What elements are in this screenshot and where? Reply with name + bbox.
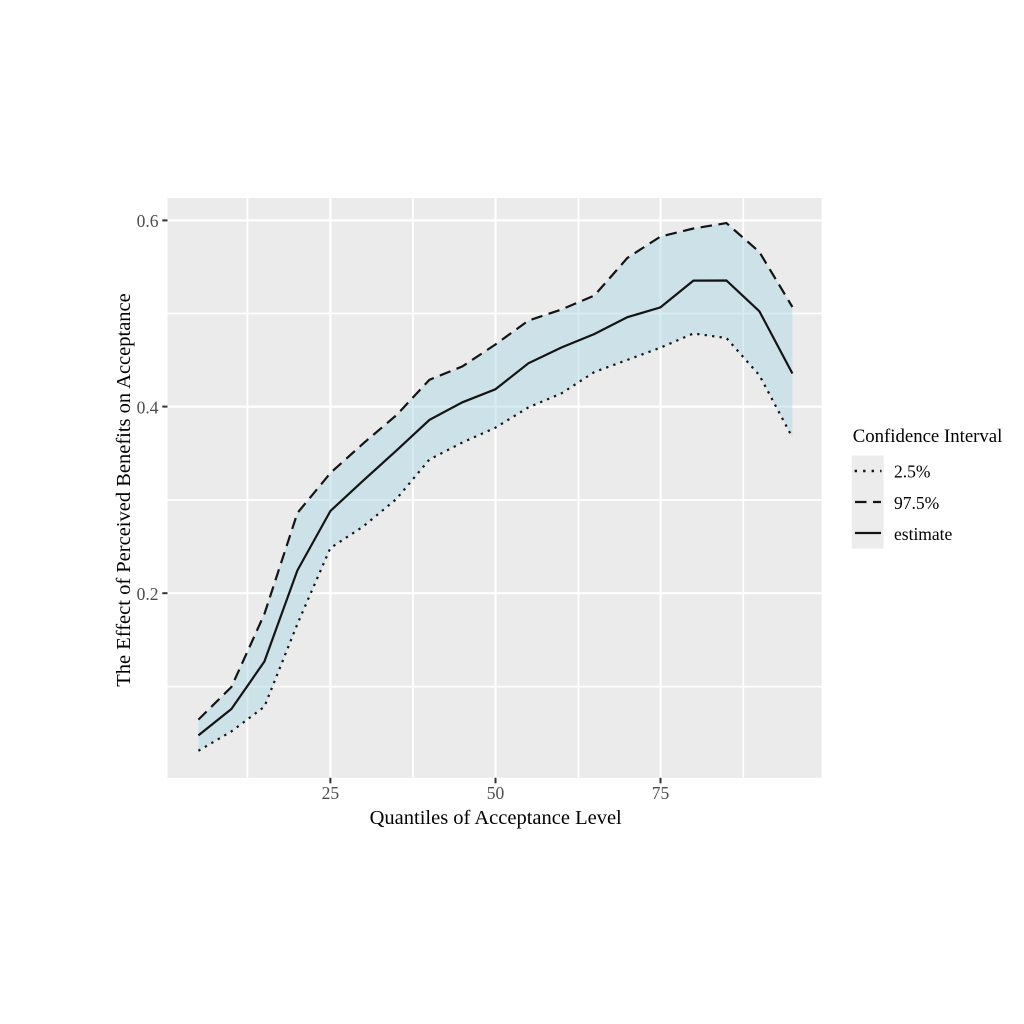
svg-text:50: 50 — [487, 783, 505, 803]
svg-text:The Effect of Perceived Benefi: The Effect of Perceived Benefits on Acce… — [113, 293, 135, 687]
svg-text:Confidence Interval: Confidence Interval — [853, 426, 1003, 447]
svg-text:0.6: 0.6 — [137, 211, 159, 231]
svg-text:25: 25 — [322, 783, 340, 803]
svg-text:2.5%: 2.5% — [894, 462, 930, 482]
svg-text:Quantiles of Acceptance Level: Quantiles of Acceptance Level — [370, 807, 622, 829]
svg-text:97.5%: 97.5% — [894, 493, 939, 513]
svg-text:75: 75 — [652, 783, 670, 803]
svg-text:0.4: 0.4 — [137, 397, 159, 417]
svg-text:0.2: 0.2 — [137, 584, 159, 604]
svg-text:estimate: estimate — [894, 524, 953, 544]
